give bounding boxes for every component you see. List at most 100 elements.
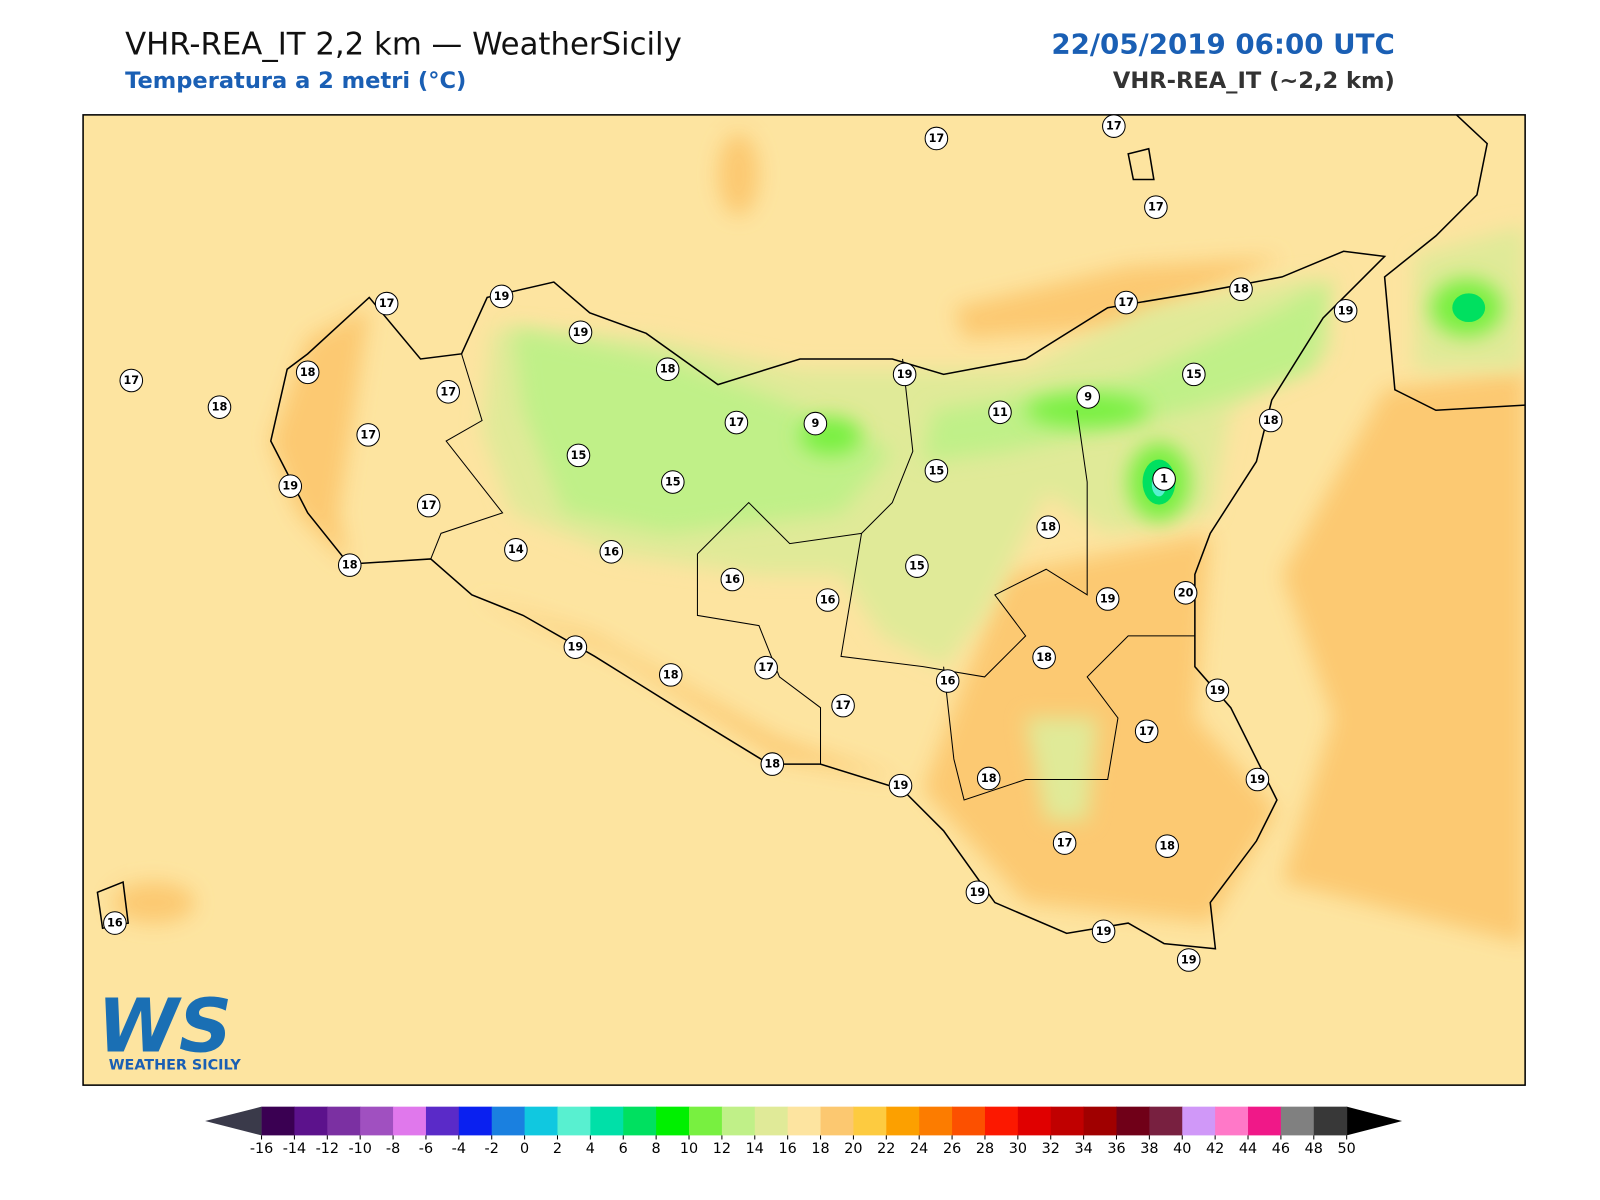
colorbar-segment [360,1106,394,1136]
station-value: 18 [663,668,679,681]
colorbar-segment [1280,1106,1315,1136]
station-value: 15 [1186,368,1202,381]
station-value: 16 [820,594,836,607]
colorbar-segment [1083,1106,1118,1136]
colorbar-tick-label: 32 [1042,1141,1060,1157]
colorbar-tick-label: 30 [1009,1141,1027,1157]
colorbar-tick-label: 24 [910,1141,928,1157]
colorbar-segment [754,1106,789,1136]
colorbar-segment [1248,1106,1282,1136]
map-frame [82,114,1526,1086]
station-marker [1052,831,1077,855]
colorbar-segment [623,1106,657,1136]
station-marker [436,380,460,404]
station-marker [1114,290,1138,315]
station-value: 18 [300,366,316,379]
colorbar-tick-label: 10 [680,1141,698,1157]
station-marker [965,880,990,905]
colorbar-segment [524,1106,558,1136]
model-label: VHR-REA_IT (~2,2 km) [1113,68,1395,94]
colorbar-tick-label: 14 [746,1141,764,1157]
station-marker [720,567,745,592]
station-marker [760,752,785,776]
datetime: 22/05/2019 06:00 UTC [1051,27,1394,60]
colorbar-tick-label: -2 [485,1141,499,1157]
colorbar-tick-label: 40 [1173,1141,1191,1157]
station-marker [724,410,749,435]
colorbar-segment [491,1106,526,1136]
station-marker [1333,298,1358,323]
station-marker [1102,114,1126,138]
station-value: 17 [421,499,437,512]
station-value: 18 [1036,651,1052,664]
station-marker [803,411,828,436]
colorbar-tick-label: 22 [877,1141,895,1157]
colorbar-over [1346,1106,1403,1136]
station-value: 15 [929,464,945,477]
station-marker [1152,467,1176,491]
station-value: 18 [764,758,780,771]
colorbar-tick-label: -6 [419,1141,433,1157]
colorbar-segment [787,1106,822,1136]
station-marker [1245,767,1270,792]
station-value: 17 [440,385,456,398]
logo-name: WEATHER SICILY [109,1058,242,1074]
station-value: 19 [1250,773,1266,786]
colorbar-segment [1313,1106,1348,1136]
colorbar-tick-label: 8 [652,1141,661,1157]
station-marker [103,911,127,935]
station-value: 18 [342,559,358,572]
colorbar-tick-label: 16 [779,1141,797,1157]
station-value: 14 [508,543,524,556]
station-marker [563,635,588,659]
station-value: 17 [729,416,745,429]
station-marker [1032,645,1056,670]
station-marker [1144,195,1168,219]
station-marker [1091,919,1116,944]
colorbar-segment [886,1106,920,1136]
station-marker [356,423,380,447]
station-value: 18 [981,772,997,785]
station-value: 19 [282,480,298,493]
station-value: 20 [1178,586,1194,599]
colorbar-segment [984,1106,1019,1136]
colorbar-segment [294,1106,328,1136]
colorbar-segment [919,1106,953,1136]
station-value: 17 [1057,837,1073,850]
colorbar-tick-label: -10 [348,1141,371,1157]
colorbar-tick-label: -14 [283,1141,306,1157]
station-value: 17 [758,661,774,674]
subtitle: Temperatura a 2 metri (°C) [125,68,466,94]
colorbar-tick-label: 38 [1140,1141,1158,1157]
colorbar-segment [853,1106,887,1136]
colorbar-segment [1149,1106,1183,1136]
station-value: 19 [494,290,510,303]
station-value: 16 [940,675,956,688]
logo: WS WEATHER SICILY [97,983,241,1073]
colorbar-tick-label: 0 [520,1141,529,1157]
station-value: 19 [1100,592,1116,605]
colorbar-segment [261,1106,295,1136]
station-marker [892,362,917,387]
colorbar-segment [590,1106,624,1136]
station-value: 19 [1181,954,1197,967]
colorbar-tick-label: -4 [452,1141,466,1157]
station-value: 19 [1338,304,1354,317]
colorbar-tick-label: 36 [1107,1141,1125,1157]
colorbar-tick-label: -16 [250,1141,273,1157]
colorbar-segment [327,1106,361,1136]
colorbar-segment [557,1106,591,1136]
station-value: 9 [811,417,819,430]
station-marker [1155,834,1179,858]
station-value: 17 [1106,120,1122,133]
colorbar-tick-label: 46 [1272,1141,1290,1157]
station-marker [504,537,528,562]
colorbar-segment [393,1106,427,1136]
station-value: 15 [665,476,681,489]
station-value: 15 [909,560,925,573]
station-marker [924,458,949,483]
station-value: 18 [1263,414,1279,427]
station-value: 17 [1118,296,1134,309]
station-marker [924,126,949,151]
